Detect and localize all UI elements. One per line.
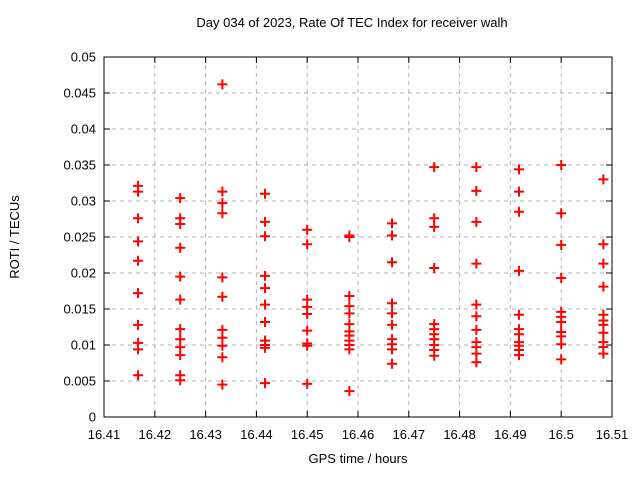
- y-tick-label: 0.01: [71, 338, 96, 353]
- x-tick-label: 16.41: [88, 427, 121, 442]
- y-tick-label: 0.035: [63, 158, 96, 173]
- x-tick-label: 16.45: [291, 427, 324, 442]
- x-axis-label: GPS time / hours: [308, 451, 408, 466]
- x-tick-label: 16.5: [549, 427, 574, 442]
- x-tick-label: 16.48: [443, 427, 476, 442]
- y-tick-label: 0.03: [71, 194, 96, 209]
- x-tick-label: 16.47: [393, 427, 426, 442]
- data-points: [133, 79, 609, 397]
- y-tick-label: 0.05: [71, 50, 96, 65]
- x-tick-label: 16.46: [342, 427, 375, 442]
- x-tick-label: 16.43: [189, 427, 222, 442]
- x-tick-label: 16.51: [596, 427, 629, 442]
- x-tick-label: 16.44: [240, 427, 273, 442]
- y-tick-label: 0.015: [63, 302, 96, 317]
- y-tick-label: 0.02: [71, 266, 96, 281]
- y-tick-label: 0.025: [63, 230, 96, 245]
- y-tick-label: 0: [89, 410, 96, 425]
- y-tick-label: 0.005: [63, 374, 96, 389]
- chart-title: Day 034 of 2023, Rate Of TEC Index for r…: [196, 15, 508, 30]
- x-tick-label: 16.42: [139, 427, 172, 442]
- y-tick-label: 0.04: [71, 122, 96, 137]
- y-tick-label: 0.045: [63, 86, 96, 101]
- x-tick-label: 16.49: [494, 427, 527, 442]
